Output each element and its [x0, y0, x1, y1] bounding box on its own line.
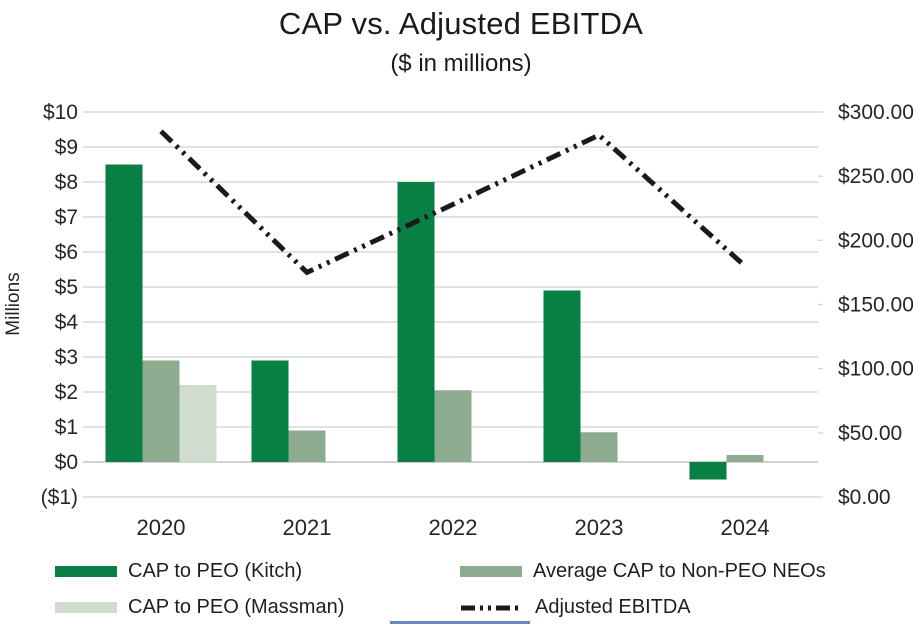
- legend-label: CAP to PEO (Kitch): [128, 560, 303, 582]
- legend-label: Average CAP to Non-PEO NEOs: [533, 560, 826, 582]
- bar-cap-to-peo-kitch-: [689, 462, 727, 480]
- bar-average-cap-to-non-peo-neos: [726, 455, 764, 462]
- bar-cap-to-peo-kitch-: [543, 290, 581, 462]
- legend-label: Adjusted EBITDA: [535, 596, 691, 618]
- left-axis-tick-label: $0: [55, 451, 78, 474]
- bar-cap-to-peo-massman-: [179, 385, 217, 462]
- chart-subtitle: ($ in millions): [390, 50, 532, 77]
- right-axis-tick-label: $250.00: [838, 165, 914, 188]
- legend-label: CAP to PEO (Massman): [128, 596, 345, 618]
- right-axis-tick-label: $0.00: [838, 486, 891, 509]
- left-axis-tick-label: $6: [55, 241, 78, 264]
- plot-area: $10 $9 $8 $7 $6 $5 $4 $3 $2 $1 $0 ($1) $300.00 $250.0…: [41, 101, 914, 540]
- left-axis-tick-label: $10: [43, 101, 78, 124]
- legend-item-adjusted-ebitda: Adjusted EBITDA: [460, 596, 885, 619]
- right-axis-tick-label: $100.00: [838, 358, 914, 381]
- bar-cap-to-peo-kitch-: [105, 164, 143, 462]
- left-axis-tick-label: $7: [55, 206, 78, 229]
- x-axis-label-2022: 2022: [429, 515, 478, 540]
- bar-average-cap-to-non-peo-neos: [288, 430, 326, 462]
- bar-swatch-kitch: [55, 566, 117, 577]
- bar-swatch-massman: [55, 602, 117, 613]
- left-axis-tick-label: $5: [55, 276, 78, 299]
- left-axis-tick-label: $4: [55, 311, 79, 334]
- chart-title: CAP vs. Adjusted EBITDA: [278, 6, 644, 41]
- bar-average-cap-to-non-peo-neos: [434, 390, 472, 462]
- right-axis-tick-label: $300.00: [838, 101, 914, 124]
- bar-cap-to-peo-kitch-: [251, 360, 289, 462]
- legend-item-cap-peo-kitch: CAP to PEO (Kitch): [55, 560, 460, 583]
- line-adjusted-ebitda: [159, 129, 747, 276]
- chart-legend: CAP to PEO (Kitch) Average CAP to Non-PE…: [55, 560, 885, 619]
- left-axis-tick-label: $9: [55, 136, 78, 159]
- bar-average-cap-to-non-peo-neos: [142, 360, 180, 462]
- x-axis-label-2024: 2024: [721, 515, 770, 540]
- line-swatch-ebitda: [461, 605, 523, 610]
- bar-swatch-nonpeo: [460, 566, 522, 577]
- right-axis-tick-label: $50.00: [838, 422, 902, 445]
- left-axis-tick-label: $8: [55, 171, 78, 194]
- x-axis-label-2020: 2020: [137, 515, 186, 540]
- x-axis-label-2021: 2021: [283, 515, 332, 540]
- right-axis-tick-label: $200.00: [838, 229, 914, 252]
- left-axis-tick-label: $2: [55, 381, 78, 404]
- x-axis-label-2023: 2023: [575, 515, 624, 540]
- right-axis-tick-label: $150.00: [838, 294, 914, 317]
- bar-average-cap-to-non-peo-neos: [580, 432, 618, 462]
- left-axis-tick-label: ($1): [41, 486, 78, 509]
- left-axis-tick-label: $3: [55, 346, 78, 369]
- left-axis-tick-label: $1: [55, 416, 78, 439]
- legend-item-cap-peo-massman: CAP to PEO (Massman): [55, 596, 460, 619]
- bar-cap-to-peo-kitch-: [397, 182, 435, 462]
- bottom-accent-line: [390, 621, 530, 624]
- legend-item-avg-cap-nonpeo: Average CAP to Non-PEO NEOs: [460, 560, 885, 583]
